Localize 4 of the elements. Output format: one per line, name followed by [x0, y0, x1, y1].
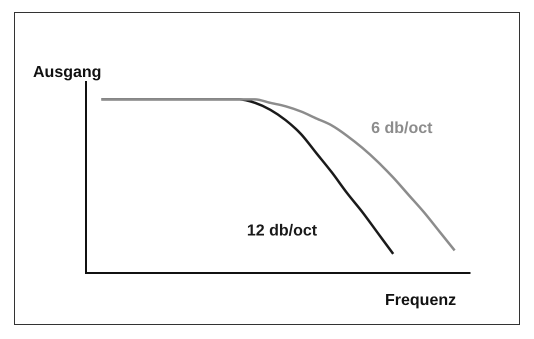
text: 12 db/oct — [246, 222, 318, 240]
y-axis-title: Ausgang — [33, 64, 102, 82]
series-label: 6 db/oct — [371, 120, 434, 138]
x-axis-title: Frequenz — [385, 292, 456, 310]
